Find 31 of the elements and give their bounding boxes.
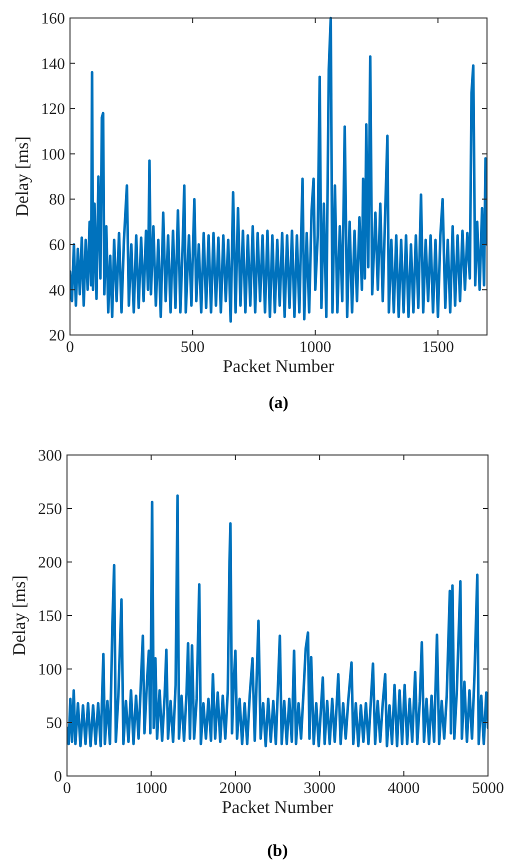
- y-axis-title: Delay [ms]: [12, 136, 32, 217]
- y-axis-title: Delay [ms]: [9, 575, 29, 656]
- y-tick-label: 60: [49, 237, 65, 254]
- y-tick-label: 300: [38, 448, 62, 465]
- y-tick-label: 20: [49, 328, 65, 345]
- x-tick-label: 1500: [422, 339, 454, 356]
- y-tick-label: 100: [38, 662, 62, 679]
- x-tick-label: 5000: [472, 780, 504, 797]
- x-tick-label: 1000: [299, 339, 332, 356]
- x-axis-title: Packet Number: [222, 797, 334, 817]
- x-axis-title: Packet Number: [222, 356, 334, 376]
- y-tick-label: 0: [54, 768, 62, 786]
- x-tick-label: 4000: [388, 780, 420, 797]
- y-tick-label: 140: [41, 56, 65, 73]
- y-tick-label: 40: [49, 282, 65, 300]
- text: (a): [268, 393, 288, 412]
- y-tick-label: 50: [46, 715, 62, 732]
- x-tick-label: 500: [180, 339, 205, 356]
- x-tick-label: 2000: [219, 780, 252, 797]
- y-tick-label: 150: [38, 608, 62, 626]
- text: (b): [267, 841, 288, 860]
- y-tick-label: 80: [49, 192, 65, 209]
- y-tick-label: 200: [38, 554, 62, 572]
- y-tick-label: 100: [41, 146, 65, 164]
- line-series: [70, 16, 487, 323]
- y-tick-label: 120: [41, 101, 65, 118]
- y-tick-label: 250: [38, 501, 62, 518]
- line-series: [67, 494, 488, 748]
- x-tick-label: 1000: [135, 780, 168, 797]
- y-tick-label: 160: [41, 10, 65, 28]
- x-tick-label: 3000: [304, 780, 336, 797]
